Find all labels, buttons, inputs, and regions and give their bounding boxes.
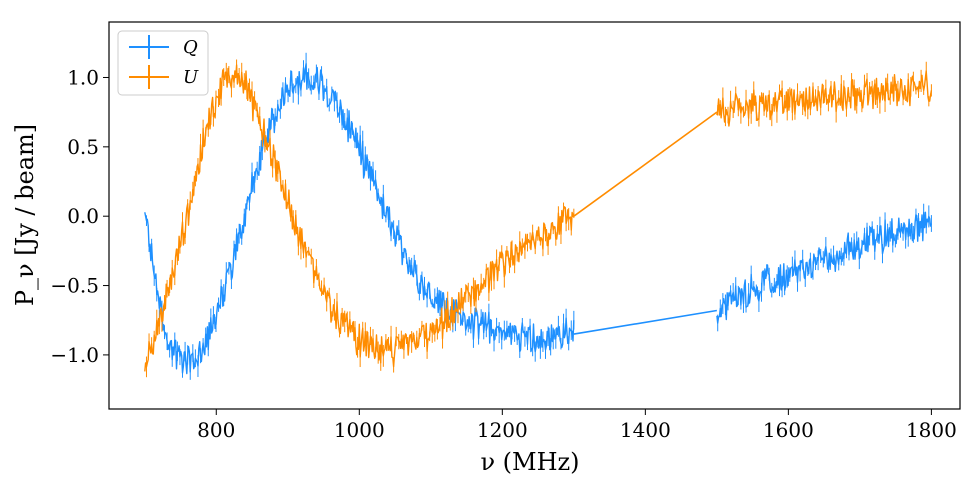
y-tick-label: −1.0 [50, 343, 99, 367]
series-line-q [716, 211, 933, 324]
legend-entry-u: U [129, 65, 199, 89]
y-tick-label: 0.0 [67, 204, 99, 228]
y-axis-label: P_ν [Jy / beam] [11, 124, 39, 306]
legend-entry-q: Q [129, 35, 198, 59]
series-line-u [716, 70, 933, 127]
y-tick-label: 1.0 [67, 65, 99, 89]
plot-frame [108, 21, 961, 410]
series-gap-line [573, 309, 717, 335]
legend: Q U [117, 30, 209, 96]
series-u [144, 59, 933, 378]
x-tick-label: 1200 [477, 418, 528, 442]
y-tick-label: −0.5 [50, 274, 99, 298]
x-tick-label: 1600 [763, 418, 814, 442]
y-tick-label: 0.5 [67, 135, 99, 159]
legend-u-label: U [183, 67, 199, 88]
x-tick-label: 1800 [906, 418, 957, 442]
x-axis-label: ν (MHz) [480, 448, 579, 476]
series-gap-line [573, 111, 718, 217]
x-tick-label: 1000 [334, 418, 385, 442]
series-line-q [144, 62, 575, 375]
y-axis: −1.0 −0.5 0.0 0.5 1.0 [50, 65, 109, 367]
x-tick-label: 1400 [620, 418, 671, 442]
legend-q-label: Q [183, 37, 198, 58]
x-axis: 800 1000 1200 1400 1600 1800 [197, 409, 957, 442]
series-line-u [144, 64, 575, 372]
x-tick-label: 800 [197, 418, 235, 442]
series-layer [144, 52, 933, 380]
